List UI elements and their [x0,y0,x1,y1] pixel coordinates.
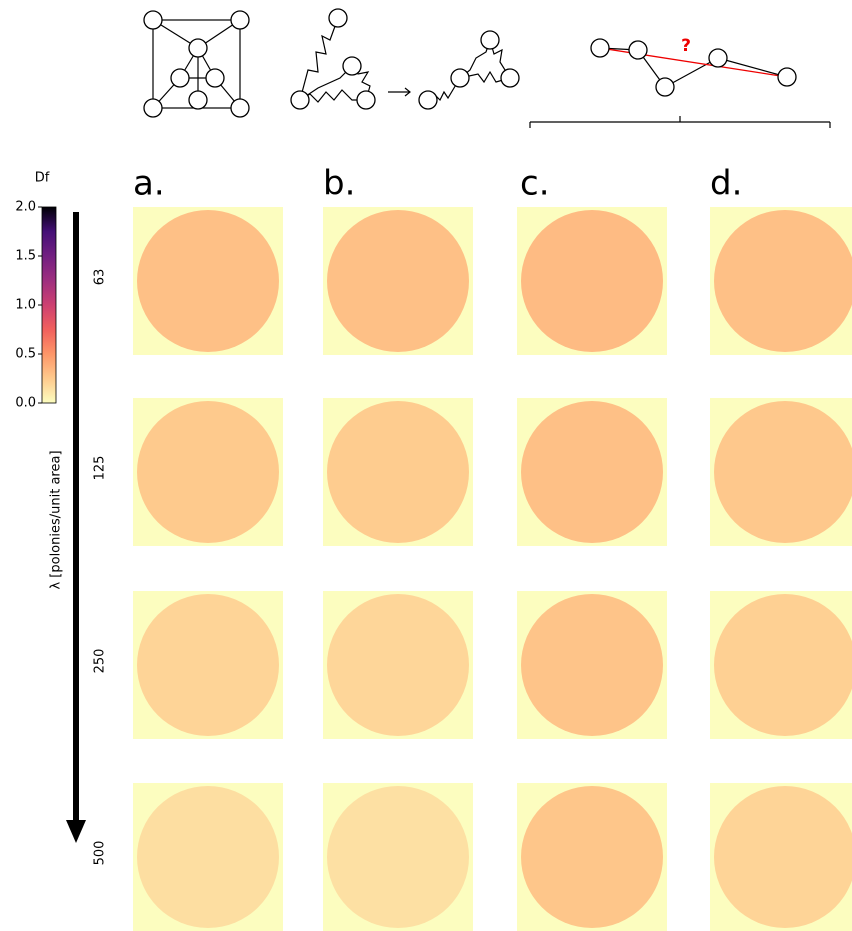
row-label: 250 [93,649,108,674]
heatmap-disk [521,401,663,543]
panel-label: a. [133,164,165,204]
heatmap-disk [137,594,279,736]
row-label: 63 [93,269,108,286]
heatmap-disk [327,786,469,928]
colorbar-tick-label: 2.0 [15,200,36,215]
heatmap-disk [137,401,279,543]
heatmap-disk [137,210,279,352]
colorbar [41,206,57,404]
colorbar-tick-label: 0.0 [15,396,36,411]
schematic: ? [143,8,831,128]
heatmap-disk [327,594,469,736]
colorbar-tick-label: 1.0 [15,298,36,313]
heatmap-disk [714,401,852,543]
heatmap-disk [327,210,469,352]
heatmap-disk [521,594,663,736]
question-mark: ? [681,36,691,56]
colorbar-label: Df [35,171,50,186]
heatmap-disk [714,786,852,928]
heatmap-disk [137,786,279,928]
heatmap-disk [521,210,663,352]
panel-label: d. [710,164,742,204]
colorbar-tick-label: 1.5 [15,249,36,264]
row-label: 125 [93,456,108,481]
axis-label: λ [polonies/unit area] [49,450,64,589]
heatmap-disk [521,786,663,928]
arrow-head [66,820,86,843]
heatmap-disk [714,210,852,352]
heatmap-disk [714,594,852,736]
panel-label: c. [520,164,550,204]
panel-label: b. [323,164,355,204]
row-label: 500 [93,841,108,866]
colorbar-tick-label: 0.5 [15,347,36,362]
heatmap-disk [327,401,469,543]
